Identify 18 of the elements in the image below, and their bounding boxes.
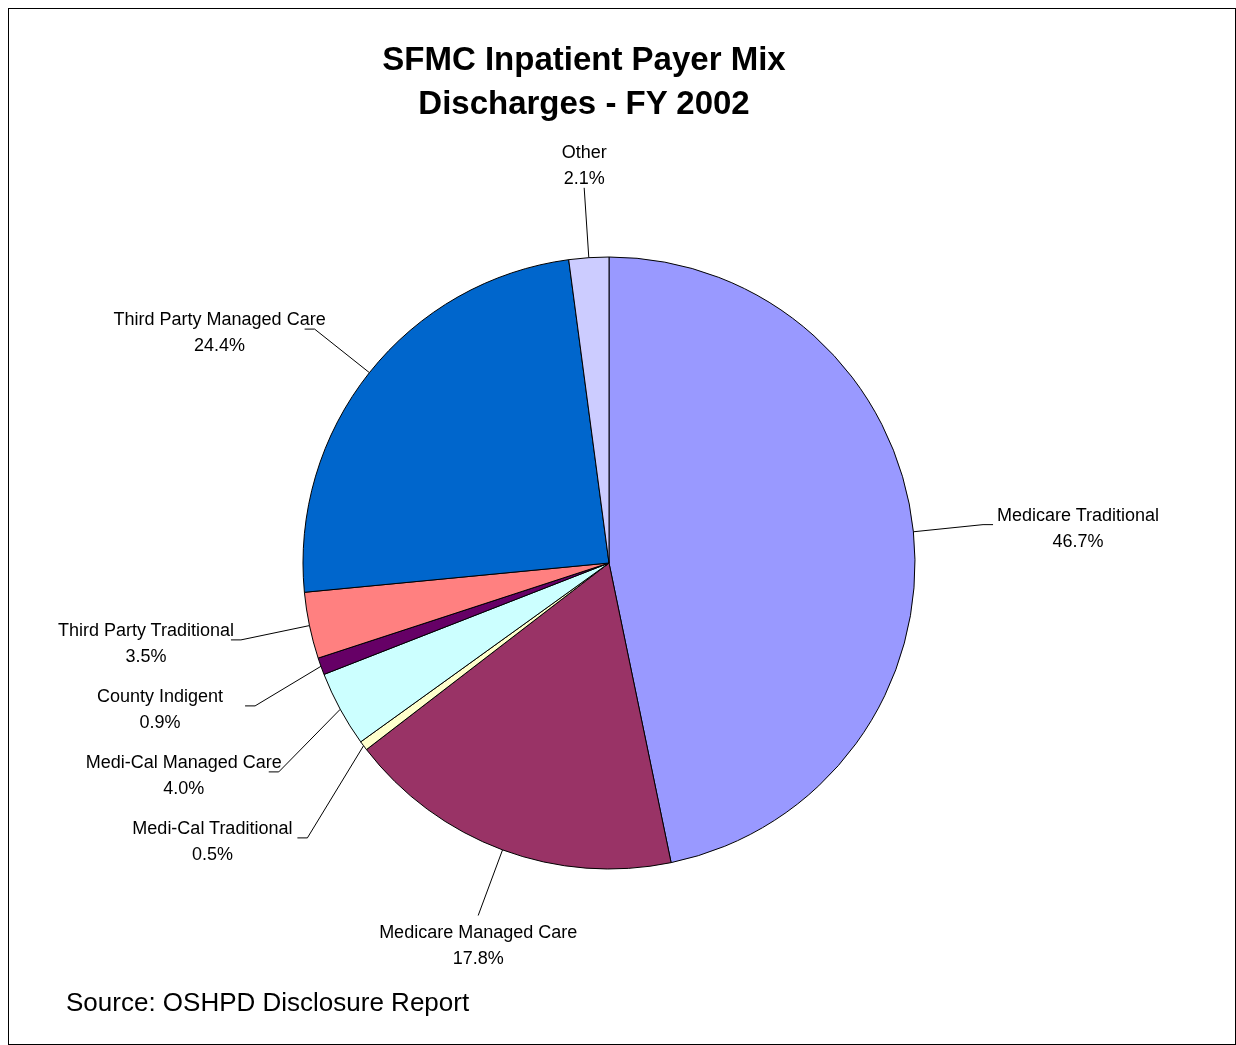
data-label: 2.1%: [563, 167, 605, 188]
slice-label: Medicare Managed Care: [379, 921, 578, 942]
data-label: 3.5%: [125, 645, 167, 666]
chart-title: SFMC Inpatient Payer Mix Discharges - FY 2002: [382, 40, 787, 121]
slice-label: Third Party Managed Care: [113, 309, 326, 330]
slice-label: Medi-Cal Managed Care: [85, 751, 282, 772]
slice-label: Medi-Cal Traditional: [132, 817, 293, 838]
legend-label: County Indigent: [97, 685, 224, 706]
source-note: Source: OSHPD Disclosure Report: [66, 987, 470, 1017]
data-label: 0.5%: [191, 843, 233, 864]
slice-label: Medicare Traditional: [996, 504, 1160, 525]
data-label: 4.0%: [163, 777, 205, 798]
slice-label: Other: [561, 141, 607, 162]
data-label: 17.8%: [452, 947, 504, 968]
data-label: 0.9%: [139, 711, 181, 732]
data-label: 46.7%: [1052, 530, 1104, 551]
slice-label: Third Party Traditional: [57, 619, 234, 640]
data-label: 24.4%: [194, 335, 246, 356]
